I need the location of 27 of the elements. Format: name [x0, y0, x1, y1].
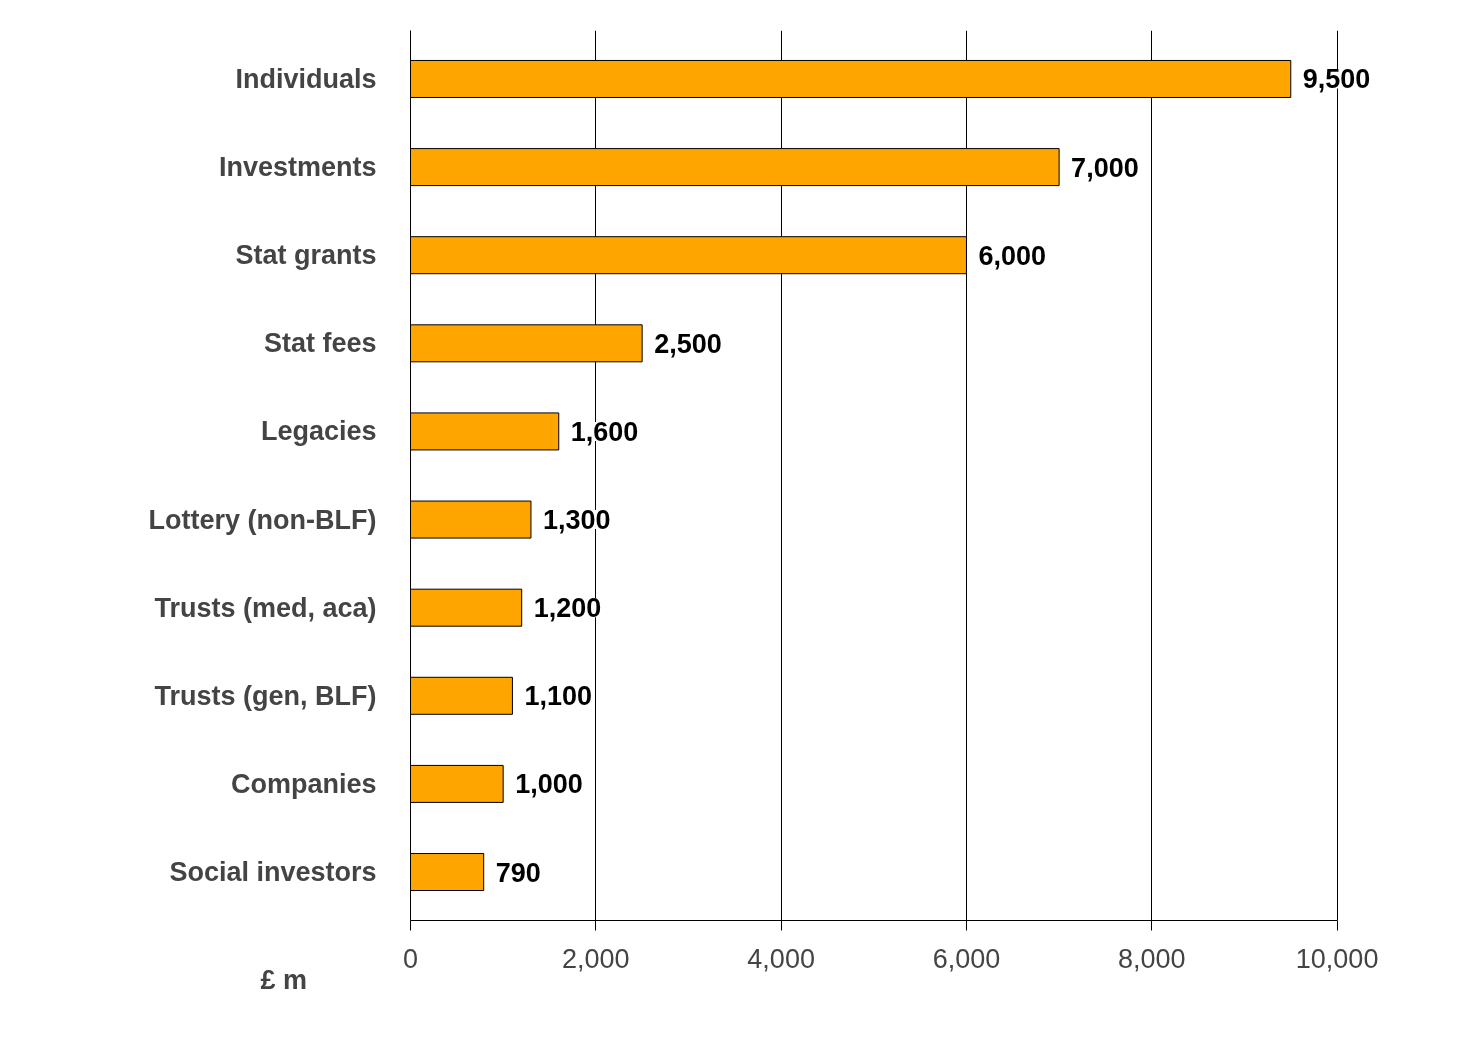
- y-tick-label: Legacies: [260, 416, 377, 447]
- y-tick-label: Stat grants: [235, 240, 377, 271]
- y-tick-label: Individuals: [235, 63, 377, 94]
- x-tick-label: 0: [402, 943, 419, 974]
- y-tick-label: Investments: [218, 152, 377, 183]
- data-label: 7,000: [1071, 152, 1139, 183]
- data-label: 6,000: [978, 240, 1047, 271]
- y-tick-label: Lottery (non-BLF): [148, 504, 377, 535]
- y-tick-label: Social investors: [169, 857, 377, 888]
- data-label: 1,600: [570, 416, 639, 447]
- data-label: 1,100: [524, 681, 592, 712]
- x-axis-title: £ m: [260, 964, 308, 995]
- y-tick-label: Trusts (med, aca): [154, 592, 377, 623]
- data-label: 1,300: [542, 505, 611, 536]
- data-label: 1,200: [533, 593, 602, 624]
- x-tick-label: 8,000: [1118, 943, 1186, 974]
- data-label: 790: [495, 857, 541, 888]
- x-tick-label: 6,000: [932, 943, 1001, 974]
- data-label: 9,500: [1302, 64, 1371, 95]
- x-tick-label: 4,000: [747, 943, 815, 974]
- y-tick-label: Trusts (gen, BLF): [154, 680, 377, 711]
- data-label: 2,500: [654, 328, 722, 359]
- y-tick-label: Companies: [230, 768, 377, 799]
- x-tick-label: 10,000: [1295, 943, 1379, 974]
- x-tick-label: 2,000: [562, 943, 630, 974]
- y-tick-label: Stat fees: [263, 328, 377, 359]
- data-label: 1,000: [515, 769, 583, 800]
